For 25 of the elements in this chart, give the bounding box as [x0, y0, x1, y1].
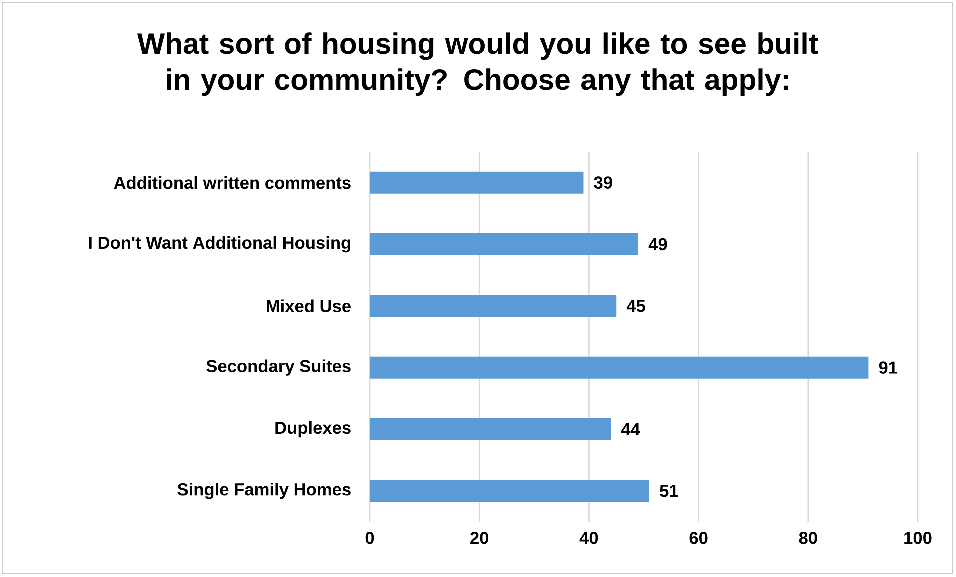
data-label: 51	[660, 485, 678, 498]
data-label: 91	[879, 362, 898, 374]
x-tick-label: 0	[366, 532, 374, 544]
x-tick-label: 100	[904, 532, 932, 544]
bar	[370, 418, 612, 440]
bar	[370, 356, 869, 379]
chart-title: What sort of housing would you like to see built in your community? Choose any that apply:	[137, 32, 818, 96]
data-label: 39	[594, 176, 612, 189]
x-tick-label: 80	[799, 532, 818, 544]
y-tick-label: Secondary Suites	[206, 360, 351, 376]
bar	[370, 295, 617, 318]
bar	[370, 480, 650, 502]
x-tick-label: 20	[470, 532, 489, 544]
data-label: 45	[626, 300, 646, 312]
bar	[370, 172, 584, 194]
bar	[370, 234, 639, 256]
data-label: 49	[648, 238, 668, 251]
y-tick-label: Single Family Homes	[178, 483, 351, 500]
y-tick-label: Mixed Use	[267, 300, 351, 313]
x-tick-label: 40	[580, 532, 598, 544]
y-tick-label: I Don't Want Additional Housing	[89, 236, 350, 253]
x-tick-label: 60	[690, 532, 708, 544]
y-tick-label: Additional written comments	[114, 176, 351, 190]
y-tick-label: Duplexes	[276, 421, 351, 438]
data-label: 44	[621, 424, 640, 436]
